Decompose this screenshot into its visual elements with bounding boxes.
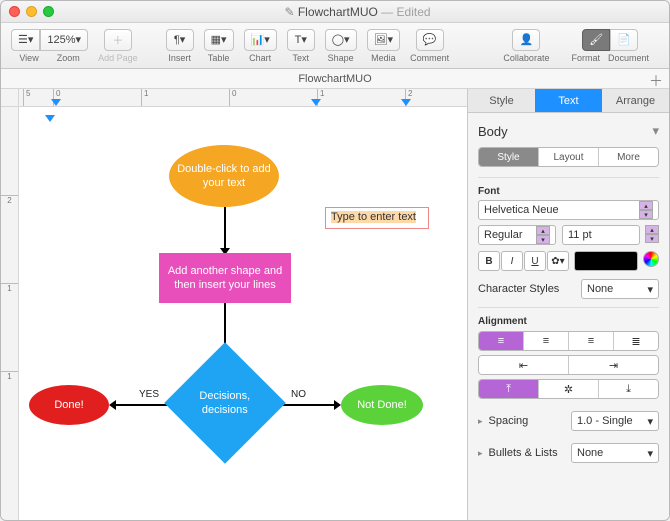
text-color-swatch[interactable] <box>574 251 638 271</box>
table-button[interactable]: ▦▾ <box>204 29 234 51</box>
flowchart-terminal-notdone[interactable]: Not Done! <box>341 385 423 425</box>
comment-button[interactable]: 💬 <box>416 29 444 51</box>
align-center-button[interactable]: ≡ <box>524 332 569 350</box>
zoom-label: Zoom <box>57 53 80 63</box>
indent-button[interactable]: ⇥ <box>569 356 658 374</box>
subtab-style[interactable]: Style <box>479 148 539 166</box>
view-button[interactable]: ☰▾ <box>11 29 40 51</box>
document-inspector-button[interactable]: 📄 <box>610 29 638 51</box>
flowchart-terminal-done[interactable]: Done! <box>29 385 109 425</box>
add-page-button[interactable]: ＋ <box>104 29 132 51</box>
subtab-layout[interactable]: Layout <box>539 148 599 166</box>
ruler-marker-icon[interactable] <box>51 99 61 106</box>
vertical-ruler[interactable]: 2 1 1 <box>1 107 19 520</box>
arrowhead-icon <box>109 400 116 410</box>
view-label: View <box>19 53 38 63</box>
tab-style[interactable]: Style <box>468 89 535 113</box>
valign-middle-button[interactable]: ✲ <box>539 380 599 398</box>
underline-button[interactable]: U <box>524 251 546 271</box>
app-window: ✎ FlowchartMUO — Edited ☰▾ 125% ▾ View Z… <box>0 0 670 521</box>
character-styles-select[interactable]: None▾ <box>581 279 659 299</box>
add-tab-button[interactable]: ＋ <box>649 71 663 91</box>
close-window-button[interactable] <box>9 6 20 17</box>
spacing-select[interactable]: 1.0 - Single▾ <box>571 411 659 431</box>
zoom-window-button[interactable] <box>43 6 54 17</box>
bullets-select[interactable]: None▾ <box>571 443 659 463</box>
text-box[interactable]: Type to enter text <box>325 207 429 229</box>
edge-label-yes: YES <box>139 389 159 400</box>
valign-top-button[interactable]: ⤒ <box>479 380 539 398</box>
align-right-button[interactable]: ≡ <box>569 332 614 350</box>
chevron-icon: ▸ <box>478 448 483 459</box>
vertical-alignment: ⤒ ✲ ⤓ <box>478 379 659 399</box>
color-picker-button[interactable] <box>643 251 659 267</box>
align-justify-button[interactable]: ≣ <box>614 332 658 350</box>
text-button[interactable]: T▾ <box>287 29 315 51</box>
indent-controls: ⇤ ⇥ <box>478 355 659 375</box>
collaborate-button[interactable]: 👤 <box>512 29 540 51</box>
bold-button[interactable]: B <box>478 251 500 271</box>
chart-button[interactable]: 📊▾ <box>244 29 277 51</box>
align-left-button[interactable]: ≡ <box>479 332 524 350</box>
arrowhead-icon <box>334 400 341 410</box>
italic-button[interactable]: I <box>501 251 523 271</box>
text-options-button[interactable]: ✿▾ <box>547 251 569 271</box>
subtab-more[interactable]: More <box>599 148 658 166</box>
canvas[interactable]: Double-click to add your text Add anothe… <box>19 107 467 520</box>
window-controls <box>9 6 54 17</box>
valign-bottom-button[interactable]: ⤓ <box>599 380 658 398</box>
flowchart-start-node[interactable]: Double-click to add your text <box>169 145 279 207</box>
connector[interactable] <box>224 207 226 250</box>
margin-marker-icon[interactable] <box>45 115 55 122</box>
add-page-label: Add Page <box>98 53 138 63</box>
window-title: ✎ FlowchartMUO — Edited <box>54 5 661 19</box>
titlebar: ✎ FlowchartMUO — Edited <box>1 1 669 23</box>
horizontal-alignment: ≡ ≡ ≡ ≣ <box>478 331 659 351</box>
zoom-select[interactable]: 125% ▾ <box>40 29 88 51</box>
tab-text[interactable]: Text <box>535 89 602 113</box>
document-tab[interactable]: FlowchartMUO ＋ <box>1 69 669 89</box>
flowchart-process-node[interactable]: Add another shape and then insert your l… <box>159 253 291 303</box>
toolbar: ☰▾ 125% ▾ View Zoom ＋ Add Page ¶▾Insert … <box>1 23 669 69</box>
ruler-marker-icon[interactable] <box>401 99 411 106</box>
chevron-icon: ▸ <box>478 416 483 427</box>
font-size-field[interactable]: 11 pt <box>562 225 640 245</box>
media-button[interactable]: 🖼▾ <box>367 29 401 51</box>
character-styles-label: Character Styles <box>478 283 559 295</box>
insert-button[interactable]: ¶▾ <box>166 29 194 51</box>
ruler-marker-icon[interactable] <box>311 99 321 106</box>
edge-label-no: NO <box>291 389 306 400</box>
font-family-select[interactable]: Helvetica Neue ▴▾ <box>478 200 659 220</box>
horizontal-ruler[interactable]: 5 0 1 0 1 2 <box>19 89 467 107</box>
minimize-window-button[interactable] <box>26 6 37 17</box>
bullets-label: Bullets & Lists <box>489 447 565 459</box>
outdent-button[interactable]: ⇤ <box>479 356 569 374</box>
format-inspector-button[interactable]: 🖌 <box>582 29 610 51</box>
shape-button[interactable]: ◯▾ <box>325 29 357 51</box>
ruler-corner <box>1 89 19 107</box>
tab-arrange[interactable]: Arrange <box>602 89 669 113</box>
text-subtabs: Style Layout More <box>478 147 659 167</box>
font-style-select[interactable]: Regular ▴▾ <box>478 225 556 245</box>
alignment-label: Alignment <box>478 316 659 327</box>
spacing-label: Spacing <box>489 415 565 427</box>
font-section-label: Font <box>478 186 659 197</box>
inspector-panel: Style Text Arrange Body▾ Style Layout Mo… <box>467 89 669 520</box>
paragraph-style-select[interactable]: Body▾ <box>478 123 659 139</box>
font-size-stepper[interactable]: ▴▾ <box>645 225 659 245</box>
